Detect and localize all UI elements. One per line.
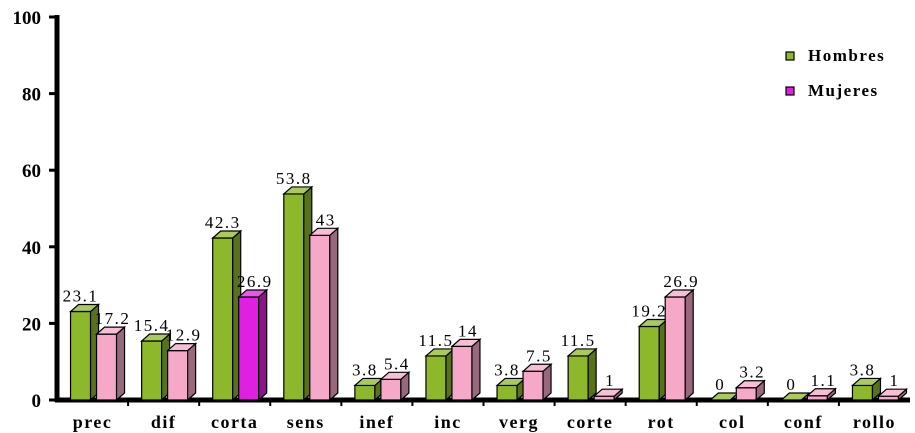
x-category-label: corta [211, 412, 258, 432]
bar-mujeres-rot [664, 296, 686, 401]
y-tick-label: 0 [32, 391, 42, 412]
bar-hombres-inef [354, 384, 376, 401]
bar-mujeres-inef [380, 378, 402, 401]
bar-hombres-sens [283, 193, 305, 401]
y-tick-label: 100 [13, 8, 42, 29]
bar-hombres-inc [425, 355, 447, 401]
data-label: 11.5 [561, 331, 596, 350]
x-category-label: rot [648, 412, 675, 432]
bar-top-hombres-conf [779, 392, 811, 401]
data-label: 7.5 [526, 346, 552, 365]
bar-hombres-corte [567, 355, 589, 401]
bar-mujeres-verg [522, 370, 544, 401]
bar-hombres-prec [69, 310, 92, 401]
data-label: 11.5 [418, 331, 453, 350]
bar-top-mujeres-rollo [876, 388, 909, 397]
bar-hombres-rot [638, 325, 660, 401]
bar-top-mujeres-corta [237, 289, 269, 298]
bar-side-mujeres-corta [258, 288, 268, 402]
data-label: 3.8 [494, 360, 520, 379]
data-label: 5.4 [384, 354, 410, 373]
bar-top-hombres-sens [282, 186, 314, 195]
data-label: 3.8 [352, 360, 378, 379]
bar-mujeres-inc [451, 345, 473, 401]
bar-side-mujeres-inc [471, 338, 481, 402]
bar-side-mujeres-prec [115, 325, 126, 402]
x-category-label: rollo [853, 412, 896, 432]
data-label: 19.2 [631, 301, 667, 320]
bar-top-mujeres-corte [592, 388, 624, 397]
data-label: 3.8 [850, 360, 876, 379]
data-label: 0 [786, 375, 796, 394]
data-label: 53.8 [276, 169, 312, 188]
data-label: 43 [316, 210, 336, 229]
x-category-label: verg [499, 412, 539, 432]
y-tick-label: 40 [22, 238, 41, 259]
bar-side-mujeres-rot [684, 288, 694, 402]
bar-hombres-dif [141, 340, 163, 401]
bar-top-hombres-rollo [850, 377, 883, 387]
data-label: 26.9 [237, 272, 273, 291]
bar-hombres-corta [212, 237, 234, 401]
bar-mujeres-conf [806, 395, 828, 401]
bar-mujeres-corta [238, 296, 260, 401]
x-category-label: dif [151, 412, 177, 432]
data-label: 23.1 [63, 287, 99, 306]
bar-top-mujeres-inc [450, 338, 482, 347]
data-label: 0 [715, 375, 725, 394]
bar-top-mujeres-prec [94, 326, 127, 335]
y-tick-label: 60 [22, 161, 41, 182]
bar-side-mujeres-dif [187, 342, 197, 402]
bar-mujeres-prec [95, 333, 118, 401]
data-label: 14 [458, 321, 478, 340]
data-label: 1 [889, 371, 899, 390]
bar-mujeres-sens [309, 234, 331, 401]
bar-top-mujeres-inef [379, 371, 411, 380]
legend-swatch-mujeres [785, 86, 795, 96]
data-label: 15.4 [134, 316, 170, 335]
data-label: 17.2 [95, 309, 131, 328]
x-category-label: col [719, 412, 746, 432]
bar-top-hombres-corte [566, 348, 598, 357]
legend-swatch-hombres [785, 51, 795, 61]
legend-label: Mujeres [808, 81, 879, 100]
x-category-label: conf [784, 412, 823, 432]
bar-mujeres-col [735, 387, 757, 401]
bar-hombres-rollo [851, 384, 874, 401]
bar-mujeres-dif [167, 349, 189, 401]
bar-top-hombres-prec [68, 303, 101, 313]
x-category-label: sens [287, 412, 325, 432]
y-tick-label: 80 [22, 85, 41, 106]
data-label: 12.9 [166, 326, 202, 345]
bar-top-mujeres-conf [805, 388, 837, 397]
data-label: 42.3 [205, 213, 241, 232]
bar-top-mujeres-dif [166, 342, 198, 352]
bar-side-mujeres-sens [329, 226, 339, 402]
bar-top-mujeres-verg [521, 363, 553, 372]
legend-label: Hombres [808, 46, 885, 65]
y-tick-label: 20 [22, 314, 41, 335]
bar-top-mujeres-col [734, 380, 766, 389]
bar-top-mujeres-rot [663, 289, 695, 298]
data-label: 1.1 [811, 371, 837, 390]
bar-top-hombres-corta [211, 230, 243, 239]
bar-top-mujeres-sens [308, 227, 340, 236]
x-category-label: inc [434, 412, 462, 432]
bar-side-hombres-corte [587, 347, 597, 402]
bar-hombres-verg [496, 384, 518, 401]
data-label: 3.2 [739, 363, 765, 382]
x-category-label: inef [359, 412, 394, 432]
bar-top-hombres-dif [140, 333, 172, 342]
x-category-label: prec [73, 412, 113, 432]
data-label: 1 [605, 371, 615, 390]
data-label: 26.9 [663, 272, 699, 291]
x-category-label: corte [567, 412, 613, 432]
